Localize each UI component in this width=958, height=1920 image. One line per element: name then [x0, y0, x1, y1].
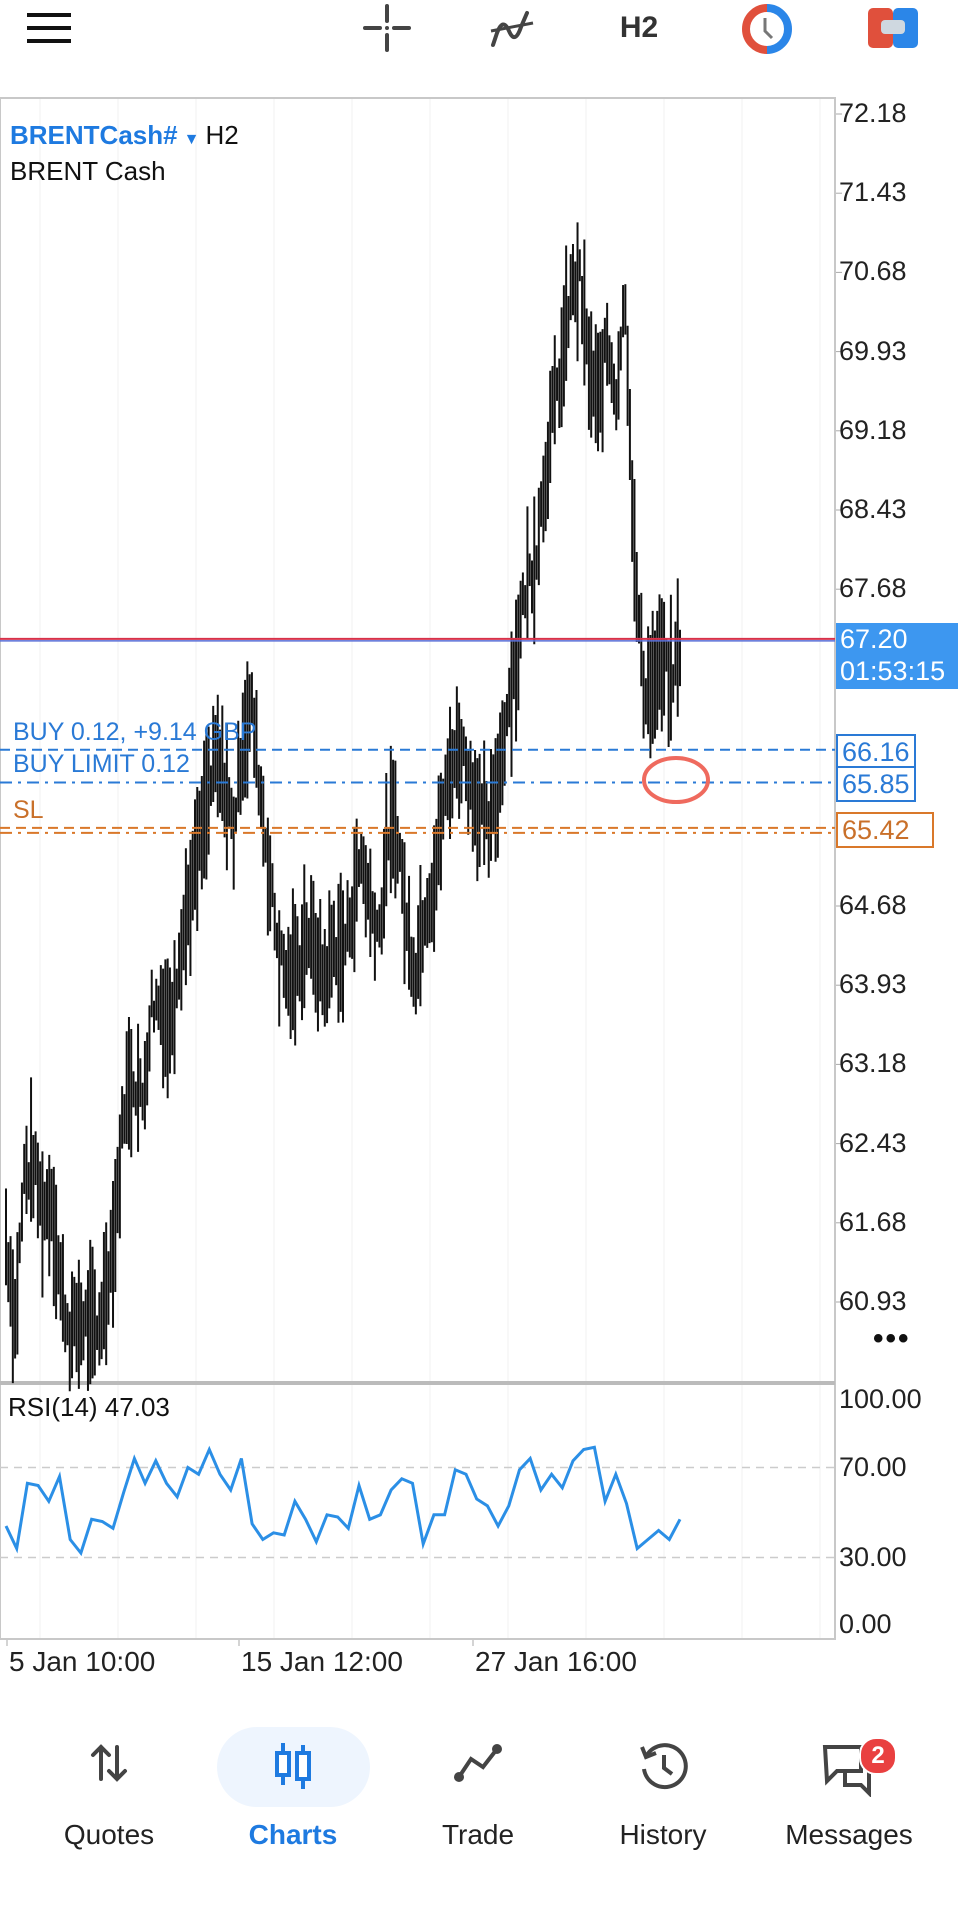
rsi-tick: 70.00 [839, 1451, 907, 1482]
indicator-f-icon[interactable] [487, 5, 537, 51]
nav-history[interactable]: History [573, 1727, 753, 1877]
rsi-line [4, 1445, 682, 1557]
messages-badge: 2 [859, 1737, 897, 1775]
crosshair-icon[interactable] [362, 3, 412, 53]
timeframe-button[interactable]: H2 [619, 11, 659, 44]
one-click-trade-icon[interactable] [868, 8, 918, 48]
price-bars [5, 222, 681, 1392]
price-tick: 69.18 [839, 414, 907, 445]
buy-limit-price-tag: 65.85 [836, 766, 916, 802]
sl-price-tag: 65.42 [836, 812, 934, 848]
current-price: 67.20 [840, 624, 908, 654]
buy-price-tag: 66.16 [836, 734, 916, 770]
price-tick: 63.18 [839, 1048, 907, 1079]
symbol-selector[interactable]: BRENTCash# ▼ H2 [10, 120, 239, 151]
price-tick: 62.43 [839, 1127, 907, 1158]
nav-label: Messages [785, 1819, 913, 1850]
nav-charts[interactable]: Charts [203, 1727, 383, 1877]
price-tick: 67.68 [839, 573, 907, 604]
symbol-description: BRENT Cash [10, 156, 166, 186]
sl-label[interactable]: SL [13, 796, 44, 824]
quotes-arrows-icon [91, 1744, 127, 1782]
active-tab-highlight [217, 1727, 370, 1807]
price-tick: 70.68 [839, 256, 907, 287]
price-tick: 60.93 [839, 1286, 907, 1316]
nav-label: Trade [441, 1819, 515, 1850]
trade-levels [0, 637, 835, 834]
highlight-circle [642, 756, 710, 804]
time-tick: 27 Jan 16:00 [475, 1646, 637, 1677]
buy-position-label[interactable]: BUY 0.12, +9.14 GBP [13, 718, 257, 746]
current-price-tag: 67.20 01:53:15 [836, 623, 958, 689]
price-tick: 64.68 [839, 890, 907, 920]
price-tick: 69.93 [839, 335, 907, 366]
nav-label: Quotes [63, 1819, 155, 1850]
more-dots-icon[interactable]: ••• [873, 1322, 911, 1355]
nav-trade[interactable]: Trade [388, 1727, 568, 1877]
time-tick: 15 Jan 12:00 [241, 1646, 403, 1677]
time-tick: 5 Jan 10:00 [9, 1646, 156, 1677]
rsi-tick: 0.00 [839, 1609, 892, 1639]
rsi-indicator [0, 1445, 835, 1559]
price-tick: 72.18 [839, 98, 907, 128]
rsi-tick: 100.00 [839, 1384, 922, 1414]
nav-quotes[interactable]: Quotes [19, 1727, 199, 1877]
symbol-name[interactable]: BRENTCash# [10, 120, 178, 150]
nav-label: History [619, 1819, 707, 1850]
price-tick: 68.43 [839, 494, 907, 524]
symbol-timeframe: H2 [205, 120, 239, 150]
hamburger-menu-icon[interactable] [27, 13, 71, 43]
candlestick-chart-icon [275, 1743, 311, 1789]
bottom-navigation: Quotes Charts Trade History 2 Messages [0, 1727, 958, 1877]
buy-limit-label[interactable]: BUY LIMIT 0.12 [13, 750, 190, 778]
session-clock-icon[interactable] [742, 4, 792, 54]
price-chart[interactable] [0, 0, 958, 1700]
rsi-tick: 30.00 [839, 1541, 907, 1572]
dropdown-arrow-icon[interactable]: ▼ [183, 131, 200, 148]
rsi-label: RSI(14) 47.03 [8, 1392, 170, 1422]
nav-messages[interactable]: 2 Messages [759, 1727, 939, 1877]
price-tick: 71.43 [839, 177, 907, 208]
nav-label: Charts [248, 1819, 338, 1850]
bar-countdown: 01:53:15 [840, 656, 946, 686]
top-toolbar: H2 [0, 0, 958, 60]
history-clock-icon [640, 1743, 688, 1790]
trade-line-icon [454, 1744, 502, 1782]
price-tick: 61.68 [839, 1206, 907, 1237]
price-tick: 63.93 [839, 969, 907, 1000]
